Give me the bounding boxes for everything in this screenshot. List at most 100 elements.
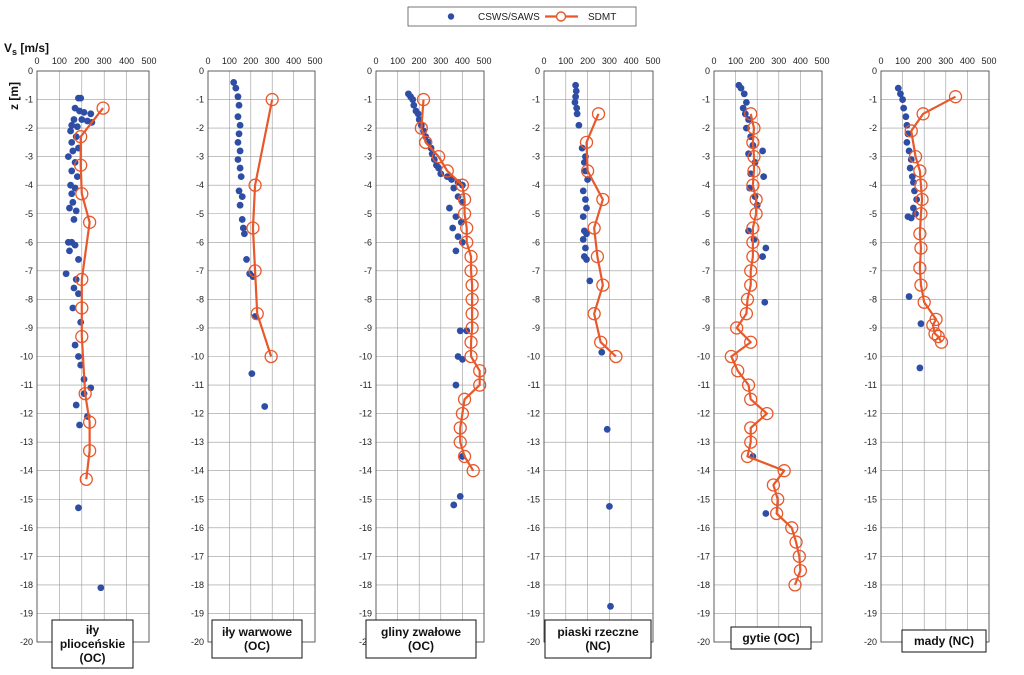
y-tick-label: -4	[532, 180, 540, 190]
sdmt-point	[744, 392, 758, 406]
y-tick-label: -6	[25, 237, 33, 247]
sdmt-point	[594, 335, 608, 349]
sdmt-point	[792, 549, 806, 563]
y-tick-label: -5	[532, 209, 540, 219]
x-tick-label: 100	[895, 56, 910, 66]
sdmt-line	[910, 95, 957, 343]
sdmt-point	[777, 464, 791, 478]
sdmt-point	[590, 249, 605, 264]
swave-point	[911, 187, 918, 195]
swave-point	[583, 230, 590, 238]
sdmt-point	[747, 164, 761, 178]
y-tick-label: -16	[864, 523, 877, 533]
legend-sdmt-label: SDMT	[588, 12, 616, 23]
swave-point	[452, 247, 460, 255]
x-tick-label: 100	[222, 56, 237, 66]
y-tick-label: -11	[528, 380, 540, 390]
sdmt-point	[744, 421, 758, 435]
sdmt-line	[420, 99, 481, 472]
swave-point	[762, 244, 770, 252]
sdmt-point	[440, 164, 454, 178]
soil-label-line: plioceńskie	[60, 637, 126, 651]
y-tick-label: -4	[702, 180, 710, 190]
x-tick-label: 0	[205, 56, 210, 66]
soil-label-box	[730, 626, 812, 650]
sdmt-point	[82, 415, 97, 429]
sdmt-point	[587, 221, 601, 235]
legend-sdmt-marker	[555, 11, 567, 22]
sdmt-point	[248, 178, 262, 192]
swave-point	[234, 93, 242, 101]
swave-point	[71, 241, 79, 249]
sdmt-point	[793, 563, 808, 578]
soil-label-box	[901, 629, 987, 653]
x-tick-label: 500	[307, 56, 322, 66]
y-tick-label: -15	[527, 494, 540, 504]
y-tick-label: -20	[864, 637, 877, 647]
swave-point	[70, 284, 78, 292]
swave-point	[572, 81, 580, 89]
y-tick-label: -12	[191, 409, 204, 419]
swave-point	[907, 214, 915, 222]
sdmt-point	[453, 421, 467, 435]
y-tick-label: -10	[191, 352, 204, 362]
panel-4: 0 100 200 300 400 500 0 -1 -2 -3 -4 -5 -6 -7 -8 -9 -10 -1…	[527, 56, 661, 659]
sdmt-point	[766, 478, 781, 492]
swave-point	[746, 184, 754, 192]
sdmt-point	[749, 192, 763, 207]
sdmt-point	[740, 292, 755, 307]
x-tick-label: 200	[74, 56, 89, 66]
swave-point	[584, 176, 591, 183]
y-tick-label: -2	[869, 123, 877, 133]
sdmt-point	[96, 101, 110, 115]
swave-point	[449, 224, 457, 232]
sdmt-point	[74, 130, 88, 144]
x-axis-title: Vs [m/s]	[4, 41, 49, 57]
sdmt-point	[465, 307, 479, 321]
swave-point	[917, 320, 925, 328]
y-tick-label: -2	[25, 123, 33, 133]
x-tick-label: 200	[750, 56, 765, 66]
x-tick-label: 400	[286, 56, 301, 66]
sdmt-point	[746, 135, 760, 150]
swave-point	[578, 144, 586, 152]
y-tick-label: -14	[359, 466, 372, 476]
y-tick-label: -2	[702, 123, 710, 133]
swave-point	[582, 196, 589, 203]
swave-point	[759, 253, 766, 260]
swave-point	[68, 167, 76, 175]
soil-label-line: gytie (OC)	[742, 631, 799, 645]
sdmt-point	[466, 464, 480, 478]
y-tick-label: -13	[864, 437, 877, 447]
y-tick-label: -9	[196, 323, 204, 333]
swave-point	[75, 256, 82, 263]
swave-point	[579, 187, 587, 195]
sdmt-point	[913, 164, 927, 178]
swave-point	[903, 138, 911, 146]
sdmt-point	[926, 318, 940, 332]
sdmt-point	[744, 107, 758, 121]
y-tick-label: -8	[702, 294, 710, 304]
soil-label-line: iły warwowe	[222, 625, 292, 639]
swave-point	[87, 110, 95, 118]
y-tick-label: -17	[191, 551, 204, 561]
y-tick-label: -14	[20, 466, 33, 476]
y-tick-label: -11	[360, 380, 372, 390]
sdmt-point	[75, 272, 89, 287]
x-axis-title-unit: [m/s]	[17, 41, 49, 55]
soil-label-line: (OC)	[80, 651, 106, 665]
swave-point	[72, 133, 80, 141]
sdmt-point	[916, 107, 930, 121]
sdmt-point	[265, 92, 279, 107]
swave-point	[740, 90, 748, 98]
sdmt-point	[609, 349, 623, 364]
y-tick-label: -11	[865, 380, 877, 390]
swave-point	[62, 270, 70, 278]
swave-point	[900, 104, 908, 112]
swave-point	[80, 108, 88, 116]
sdmt-point	[744, 435, 758, 449]
x-tick-label: 200	[243, 56, 258, 66]
y-tick-label: -20	[20, 637, 33, 647]
sdmt-line	[730, 113, 802, 586]
y-tick-label: -15	[864, 494, 877, 504]
